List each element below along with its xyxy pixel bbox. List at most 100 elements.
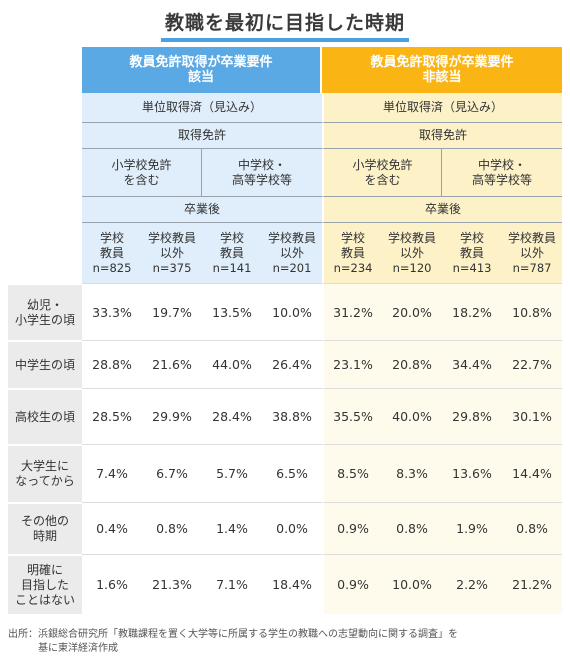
value-cell: 6.7%: [142, 444, 202, 502]
row-label-line: 高校生の頃: [14, 409, 75, 424]
row-label-line: 小学生の頃: [14, 312, 75, 327]
value-cell: 35.5%: [322, 388, 383, 444]
row-label: 中学生の頃: [8, 340, 82, 388]
row-label: 明確に 目指した ことはない: [8, 554, 82, 614]
row-label: その他の 時期: [8, 502, 82, 554]
license-secondary: 中学校・ 高等学校等: [442, 149, 563, 197]
value-cell: 0.8%: [502, 502, 563, 554]
value-cell: 0.4%: [82, 502, 142, 554]
value-cell: 34.4%: [442, 340, 503, 388]
group-header-required: 教員免許取得が卒業要件 該当: [82, 47, 323, 93]
table-row: 幼児・ 小学生の頃 33.3% 19.7% 13.5% 10.0% 31.2% 20.0% 18…: [8, 283, 563, 340]
license-elementary: 小学校免許 を含む: [322, 149, 443, 197]
value-cell: 21.6%: [142, 340, 202, 388]
row-label: 大学生に なってから: [8, 444, 82, 502]
title-wrap: 教職を最初に目指した時期: [0, 8, 570, 42]
row-label-line: ことはない: [14, 592, 75, 607]
value-cell: 2.2%: [442, 554, 503, 614]
value-cell: 26.4%: [262, 340, 323, 388]
value-cell: 30.1%: [502, 388, 563, 444]
value-cell: 20.0%: [382, 283, 443, 340]
data-rows: 幼児・ 小学生の頃 33.3% 19.7% 13.5% 10.0% 31.2% 20.0% 18…: [8, 283, 563, 614]
table-row: 中学生の頃 28.8% 21.6% 44.0% 26.4% 23.1% 20.8% 34.4%…: [8, 340, 563, 388]
value-cell: 1.6%: [82, 554, 142, 614]
group-header-line1: 教員免許取得が卒業要件: [129, 55, 273, 70]
value-cell: 14.4%: [502, 444, 563, 502]
table-row: 明確に 目指した ことはない 1.6% 21.3% 7.1% 18.4% 0.9% 10.0% 2…: [8, 554, 563, 614]
value-cell: 21.3%: [142, 554, 202, 614]
value-cell: 31.2%: [322, 283, 383, 340]
row-label-line: 大学生に: [20, 459, 69, 473]
row-label-line: その他の: [20, 514, 69, 528]
table-row: 高校生の頃 28.5% 29.9% 28.4% 38.8% 35.5% 40.0% 29.8%…: [8, 388, 563, 444]
column-header: 学校教員 以外 n=201: [262, 223, 323, 283]
source-line2: 基に東洋経済作成: [38, 643, 118, 654]
license-elementary: 小学校免許 を含む: [82, 149, 202, 197]
row-label-line: 時期: [32, 529, 57, 543]
column-header-row: 学校 教員 n=825 学校教員 以外 n=375 学校 教員 n=141 学校教員 以外 n=…: [8, 223, 563, 283]
row-label-line: 明確に: [26, 562, 63, 577]
column-header: 学校 教員 n=825: [82, 223, 142, 283]
row-label-line: 目指した: [20, 577, 69, 592]
value-cell: 0.8%: [382, 502, 443, 554]
license-header: 取得免許: [322, 123, 563, 149]
value-cell: 0.9%: [322, 554, 383, 614]
credits-header: 単位取得済（見込み）: [322, 93, 563, 123]
value-cell: 10.0%: [262, 283, 323, 340]
value-cell: 0.9%: [322, 502, 383, 554]
value-cell: 1.4%: [202, 502, 262, 554]
license-secondary: 中学校・ 高等学校等: [202, 149, 323, 197]
license-line1: 中学校・: [238, 157, 287, 172]
group-header-line1: 教員免許取得が卒業要件: [370, 55, 514, 70]
after-graduation-header: 卒業後: [322, 197, 563, 223]
corner-cell: [8, 47, 82, 93]
value-cell: 38.8%: [262, 388, 323, 444]
value-cell: 0.8%: [142, 502, 202, 554]
value-cell: 7.1%: [202, 554, 262, 614]
row-label: 幼児・ 小学生の頃: [8, 283, 82, 340]
license-line2: 高等学校等: [472, 172, 533, 187]
license-header: 取得免許: [82, 123, 323, 149]
license-line2: を含む: [364, 172, 401, 187]
column-header: 学校 教員 n=413: [442, 223, 503, 283]
column-header: 学校教員 以外 n=120: [382, 223, 443, 283]
value-cell: 13.6%: [442, 444, 503, 502]
license-line1: 小学校免許: [352, 157, 413, 172]
value-cell: 18.4%: [262, 554, 323, 614]
page-title: 教職を最初に目指した時期: [160, 8, 409, 42]
row-label-line: 中学生の頃: [14, 357, 75, 372]
row-label: 高校生の頃: [8, 388, 82, 444]
group-header-not-required: 教員免許取得が卒業要件 非該当: [322, 47, 563, 93]
value-cell: 29.8%: [442, 388, 503, 444]
value-cell: 21.2%: [502, 554, 563, 614]
source-note: 出所：浜銀総合研究所「教職課程を置く大学等に所属する学生の教職への志望動向に関す…: [8, 628, 564, 656]
value-cell: 10.0%: [382, 554, 443, 614]
row-label-line: 幼児・: [26, 297, 63, 312]
after-graduation-header: 卒業後: [82, 197, 323, 223]
value-cell: 20.8%: [382, 340, 443, 388]
value-cell: 28.8%: [82, 340, 142, 388]
value-cell: 28.5%: [82, 388, 142, 444]
value-cell: 29.9%: [142, 388, 202, 444]
value-cell: 23.1%: [322, 340, 383, 388]
value-cell: 18.2%: [442, 283, 503, 340]
value-cell: 33.3%: [82, 283, 142, 340]
value-cell: 19.7%: [142, 283, 202, 340]
column-header: 学校 教員 n=234: [322, 223, 383, 283]
table-row: その他の 時期 0.4% 0.8% 1.4% 0.0% 0.9% 0.8% 1.9% 0.8%: [8, 502, 563, 554]
column-header: 学校教員 以外 n=375: [142, 223, 202, 283]
value-cell: 22.7%: [502, 340, 563, 388]
group-header-line2: 非該当: [422, 70, 462, 85]
credits-header: 単位取得済（見込み）: [82, 93, 323, 123]
value-cell: 40.0%: [382, 388, 443, 444]
value-cell: 10.8%: [502, 283, 563, 340]
value-cell: 13.5%: [202, 283, 262, 340]
value-cell: 6.5%: [262, 444, 323, 502]
value-cell: 8.3%: [382, 444, 443, 502]
license-line2: を含む: [123, 172, 160, 187]
value-cell: 7.4%: [82, 444, 142, 502]
group-header-line2: 該当: [188, 70, 215, 85]
value-cell: 1.9%: [442, 502, 503, 554]
value-cell: 0.0%: [262, 502, 323, 554]
source-line1: 出所：浜銀総合研究所「教職課程を置く大学等に所属する学生の教職への志望動向に関す…: [8, 629, 458, 640]
